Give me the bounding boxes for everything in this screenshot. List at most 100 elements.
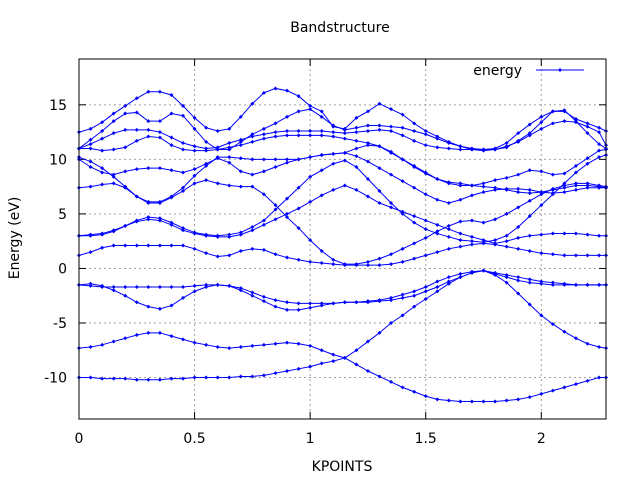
band-point [354,187,359,192]
band-point [365,123,370,128]
band-point [516,172,521,177]
band-point [88,159,93,164]
band-point [134,285,139,289]
band-point [204,375,209,380]
band-point [250,374,255,379]
band-point [273,207,278,212]
band-point [250,293,255,298]
band-point [157,199,162,204]
band-point [273,165,278,169]
band-point [100,283,105,288]
band-point [146,243,151,248]
band-point [111,174,116,179]
band-point [342,131,347,136]
band-12 [77,119,608,152]
band-point [412,185,417,190]
band-point [100,148,105,153]
band-point [585,253,590,258]
band-point [285,133,290,138]
band-point [412,220,417,225]
band-point [100,376,105,381]
band-point [516,186,521,191]
band-point [146,199,151,204]
band-point [412,289,417,294]
band-point [365,159,370,164]
band-point [296,157,301,162]
band-point [573,253,578,258]
band-point [88,165,93,169]
band-point [481,148,486,153]
band-point [111,285,116,289]
band-point [435,279,440,284]
band-point [111,376,116,381]
band-point [504,280,509,285]
band-point [157,377,162,382]
band-point [562,181,567,186]
band-point [400,125,405,130]
grid-lines [79,59,606,419]
band-point [261,294,266,299]
band-point [215,375,220,380]
band-point [308,301,313,306]
band-point [585,185,590,190]
band-point [365,129,370,133]
band-point [342,300,347,305]
band-point [389,295,394,300]
band-point [527,280,532,285]
band-point [227,155,232,160]
band-point [597,184,602,189]
band-point [227,183,232,188]
band-point [550,191,555,196]
band-point [123,145,128,150]
band-point [308,129,313,133]
band-point [192,173,197,178]
band-point [365,141,370,145]
band-point [238,230,243,235]
band-point [273,121,278,126]
band-point [250,132,255,137]
band-point [111,243,116,248]
band-point [134,96,139,101]
band-point [493,178,498,183]
band-point [204,232,209,237]
band-point [192,115,197,120]
band-point [238,169,243,174]
band-point [88,250,93,255]
band-point [539,203,544,208]
band-point [273,86,278,91]
legend-label: energy [473,63,522,79]
band-point [597,282,602,287]
band-point [435,136,440,141]
band-point [400,112,405,117]
band-point [111,288,116,293]
band-point [157,119,162,124]
band-point [319,261,324,265]
band-point [308,199,313,204]
band-point [181,226,186,231]
band-point [285,340,290,345]
band-point [504,239,509,244]
band-point [412,163,417,168]
legend-marker-sample [558,68,562,72]
band-point [562,385,567,390]
band-point [319,303,324,308]
band-point [585,161,590,166]
band-point [562,183,567,188]
band-point [458,183,463,188]
band-point [273,217,278,222]
band-point [527,395,532,400]
band-point [238,286,243,291]
band-point [585,282,590,287]
band-point [319,114,324,119]
band-point [365,194,370,199]
band-point [516,246,521,251]
band-point [354,348,359,353]
band-point [157,218,162,223]
band-point [365,299,370,304]
band-point [423,129,428,133]
band-point [319,109,324,114]
band-point [261,222,266,227]
band-point [469,239,474,244]
band-point [435,397,440,402]
band-point [319,361,324,366]
